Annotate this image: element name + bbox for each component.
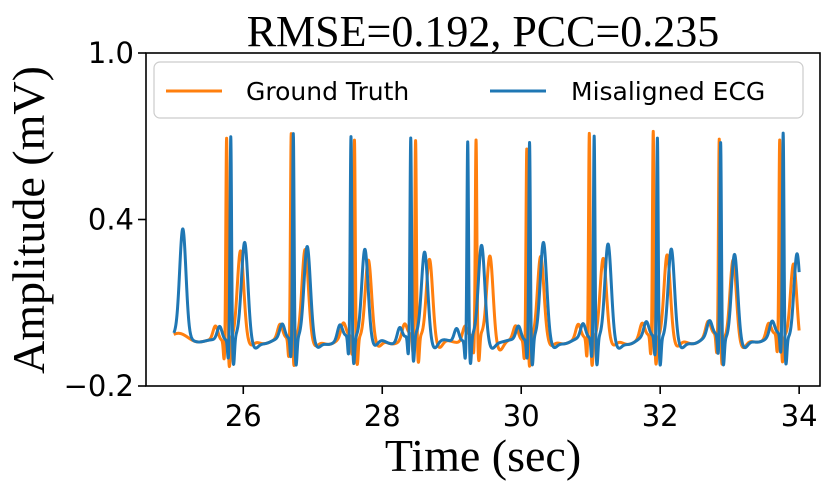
legend-box bbox=[153, 61, 804, 119]
legend: Ground Truth Misaligned ECG bbox=[153, 61, 804, 119]
plot-area bbox=[172, 129, 801, 369]
x-tick-label: 30 bbox=[503, 399, 540, 433]
x-tick-label: 26 bbox=[225, 399, 262, 433]
x-tick-label: 28 bbox=[364, 399, 401, 433]
legend-label-ground-truth: Ground Truth bbox=[246, 77, 409, 106]
series-line-misaligned-ecg bbox=[172, 131, 801, 367]
y-axis-label: Amplitude (mV) bbox=[3, 66, 54, 374]
x-tick-label: 32 bbox=[642, 399, 679, 433]
plot-frame bbox=[145, 52, 821, 387]
legend-label-misaligned-ecg: Misaligned ECG bbox=[571, 77, 765, 106]
chart-title: RMSE=0.192, PCC=0.235 bbox=[247, 7, 720, 56]
y-tick-label: 1.0 bbox=[88, 36, 134, 70]
x-axis-label: Time (sec) bbox=[385, 430, 581, 481]
axis-ticks: 26 28 30 32 34 −0.2 0.4 1.0 bbox=[64, 36, 818, 433]
y-tick-label: −0.2 bbox=[64, 369, 134, 403]
y-tick-label: 0.4 bbox=[88, 203, 134, 237]
x-tick-label: 34 bbox=[781, 399, 818, 433]
